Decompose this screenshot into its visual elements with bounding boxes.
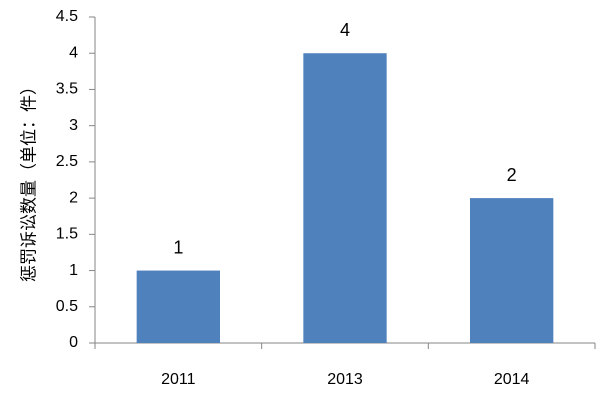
y-tick-label: 4.5	[56, 8, 78, 25]
x-tick-label: 2014	[494, 371, 530, 388]
data-label: 4	[340, 20, 350, 40]
bar	[470, 198, 554, 343]
y-axis-label: 惩罚诉讼数量（单位：件）	[19, 78, 38, 282]
y-tick-label: 2	[69, 189, 78, 206]
data-label: 2	[507, 165, 517, 185]
y-tick-label: 2.5	[56, 153, 78, 170]
bar	[136, 270, 220, 343]
y-tick-label: 3	[69, 117, 78, 134]
x-tick-label: 2011	[161, 371, 196, 388]
data-label: 1	[173, 237, 183, 257]
x-tick-label: 2013	[327, 371, 363, 388]
y-tick-label: 0.5	[56, 298, 78, 315]
bar	[303, 53, 387, 343]
y-tick-label: 0	[69, 334, 78, 351]
y-tick-label: 1.5	[56, 226, 78, 243]
y-tick-label: 4	[69, 44, 78, 61]
y-tick-label: 1	[69, 262, 78, 279]
y-tick-label: 3.5	[56, 81, 78, 98]
